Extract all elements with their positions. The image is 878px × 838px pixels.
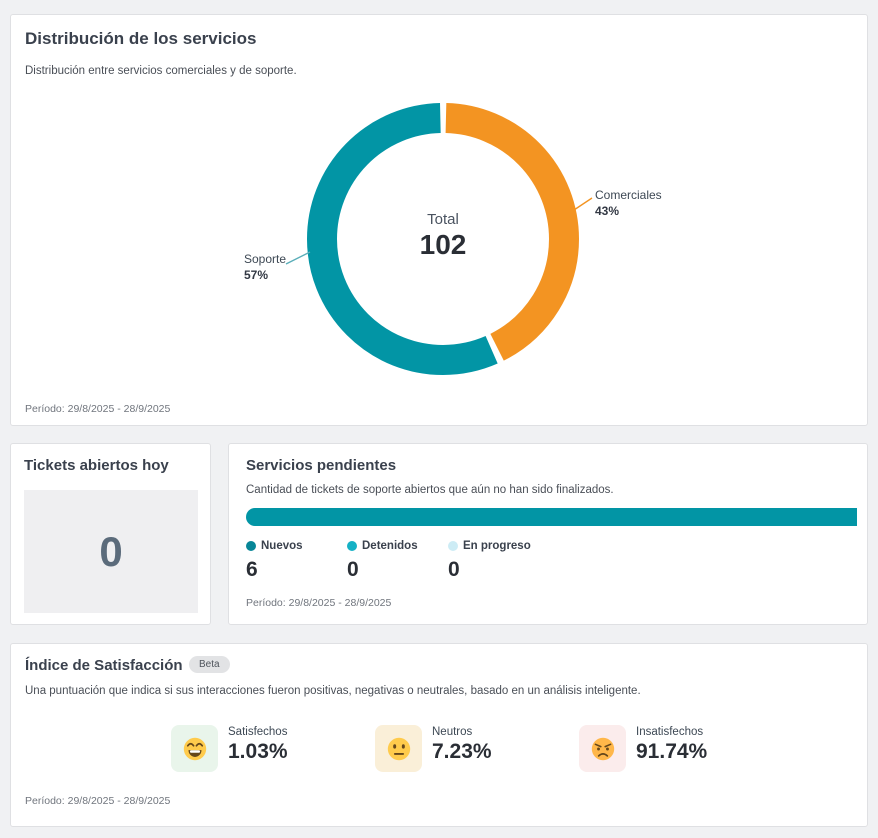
- slice-label-soporte-pct: 57%: [244, 268, 269, 282]
- pending-card-title: Servicios pendientes: [246, 457, 397, 474]
- stat-neutros-value: 7.23%: [432, 740, 492, 763]
- grinning-face-icon: [183, 737, 206, 760]
- legend-value-en-progreso: 0: [448, 558, 460, 581]
- legend-label-detenidos: Detenidos: [362, 540, 418, 552]
- legend-value-detenidos: 0: [347, 558, 359, 581]
- stat-satisfechos: Satisfechos 1.03%: [171, 725, 288, 772]
- stat-insatisfechos-label: Insatisfechos: [636, 726, 704, 738]
- slice-label-comerciales-pct: 43%: [595, 204, 620, 218]
- donut-total-value: 102: [419, 229, 467, 260]
- slice-label-soporte: Soporte 57%: [244, 251, 286, 283]
- pending-card-subtitle: Cantidad de tickets de soporte abiertos …: [246, 484, 614, 496]
- satisfaction-card-title: Índice de Satisfacción: [25, 657, 183, 674]
- tickets-today-card: Tickets abiertos hoy 0: [10, 443, 211, 625]
- legend-dot-nuevos-icon: [246, 541, 256, 551]
- period-label: Período: 29/8/2025 - 28/9/2025: [25, 795, 171, 807]
- stat-neutros-box: [375, 725, 422, 772]
- legend-item-en-progreso: En progreso 0: [448, 540, 549, 582]
- legend-item-detenidos: Detenidos 0: [347, 540, 448, 582]
- angry-face-icon: [591, 737, 614, 760]
- satisfaction-card: Índice de Satisfacción Beta Una puntuaci…: [10, 643, 868, 827]
- period-label: Período: 29/8/2025 - 28/9/2025: [25, 403, 171, 415]
- satisfaction-card-subtitle: Una puntuación que indica si sus interac…: [25, 685, 641, 697]
- neutral-face-icon: [387, 737, 410, 760]
- bar-segment-nuevos[interactable]: [246, 508, 857, 526]
- satisfaction-stats-row: Satisfechos 1.03% Neutros 7.23%: [11, 725, 867, 773]
- legend-dot-en-progreso-icon: [448, 541, 458, 551]
- period-label: Período: 29/8/2025 - 28/9/2025: [246, 597, 392, 609]
- legend-label-nuevos: Nuevos: [261, 540, 303, 552]
- slice-label-comerciales-name: Comerciales: [595, 188, 662, 202]
- pending-services-card: Servicios pendientes Cantidad de tickets…: [228, 443, 868, 625]
- pending-stacked-bar[interactable]: [246, 508, 857, 526]
- tickets-count-value: 0: [99, 527, 123, 575]
- stat-neutros-label: Neutros: [432, 726, 473, 738]
- stat-satisfechos-box: [171, 725, 218, 772]
- slice-label-soporte-name: Soporte: [244, 252, 287, 266]
- tickets-count-box: 0: [24, 490, 198, 613]
- donut-segment-soporte[interactable]: [307, 103, 579, 375]
- legend-item-nuevos: Nuevos 6: [246, 540, 347, 582]
- stat-insatisfechos-box: [579, 725, 626, 772]
- slice-label-comerciales: Comerciales 43%: [595, 187, 662, 219]
- stat-satisfechos-label: Satisfechos: [228, 726, 288, 738]
- stat-satisfechos-value: 1.03%: [228, 740, 288, 763]
- tickets-card-title: Tickets abiertos hoy: [24, 457, 169, 474]
- services-donut-chart: [285, 103, 593, 375]
- stat-insatisfechos-value: 91.74%: [636, 740, 708, 763]
- donut-segment-comerciales[interactable]: [307, 103, 579, 375]
- legend-value-nuevos: 6: [246, 558, 258, 581]
- distribution-card-title: Distribución de los servicios: [25, 29, 257, 48]
- stat-insatisfechos: Insatisfechos 91.74%: [579, 725, 707, 772]
- donut-center-total: Total 102: [343, 211, 543, 261]
- leader-line-soporte: [285, 251, 311, 265]
- pending-legend: Nuevos 6 Detenidos 0 En progreso 0: [246, 540, 549, 582]
- beta-badge: Beta: [189, 656, 230, 673]
- distribution-card-subtitle: Distribución entre servicios comerciales…: [25, 65, 297, 77]
- stat-neutros: Neutros 7.23%: [375, 725, 492, 772]
- donut-total-label: Total: [427, 211, 459, 228]
- legend-dot-detenidos-icon: [347, 541, 357, 551]
- leader-line-comerciales: [570, 197, 593, 213]
- legend-label-en-progreso: En progreso: [463, 540, 531, 552]
- distribution-card: Distribución de los servicios Distribuci…: [10, 14, 868, 426]
